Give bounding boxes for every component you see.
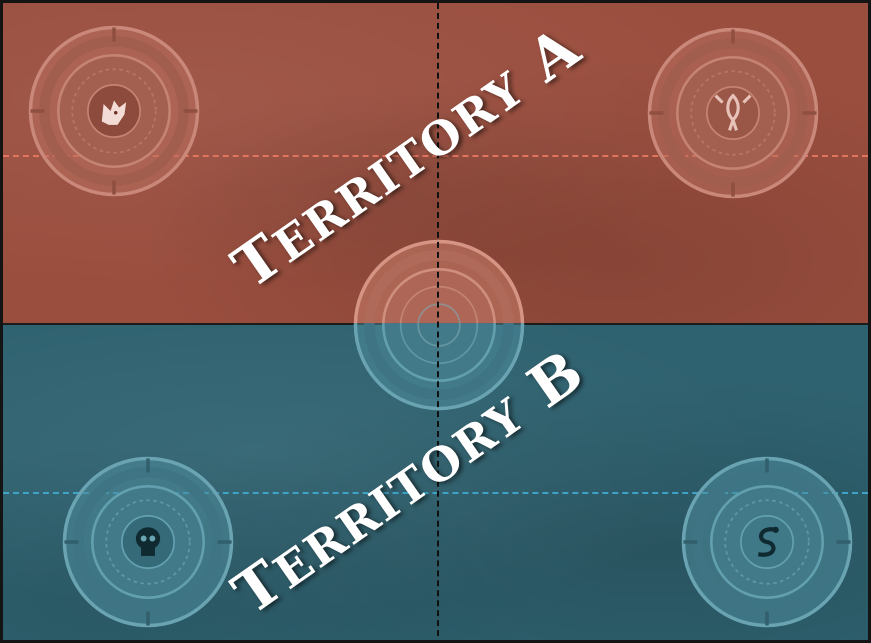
objective-wolf[interactable] xyxy=(27,24,201,198)
objective-skull[interactable] xyxy=(61,455,235,629)
objective-phoenix[interactable] xyxy=(646,26,820,200)
objective-wolf-token xyxy=(28,25,200,197)
territory-b-dashed-line xyxy=(3,492,868,494)
skull-icon xyxy=(135,527,161,556)
center-dashed-line xyxy=(437,3,439,640)
phoenix-icon xyxy=(714,93,752,131)
territory-a-dashed-line xyxy=(3,155,868,157)
objective-serpent[interactable] xyxy=(680,455,854,629)
objective-skull-token xyxy=(62,456,234,628)
serpent-icon xyxy=(757,526,779,557)
objective-center-token xyxy=(353,239,525,411)
objective-center[interactable] xyxy=(352,238,526,412)
wolf-head-icon xyxy=(101,100,127,125)
objective-phoenix-token xyxy=(647,27,819,199)
objective-serpent-token xyxy=(681,456,853,628)
